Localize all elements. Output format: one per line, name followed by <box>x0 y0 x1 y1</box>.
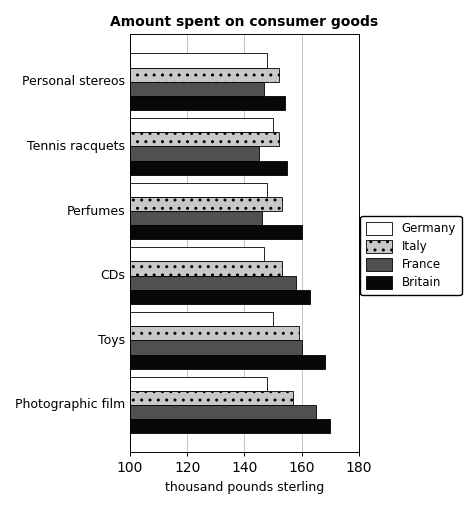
Bar <box>0 290 310 304</box>
Bar <box>0 82 264 96</box>
Bar <box>0 68 279 82</box>
Bar <box>0 326 299 341</box>
Bar <box>0 341 301 355</box>
X-axis label: thousand pounds sterling: thousand pounds sterling <box>165 481 324 494</box>
Bar <box>0 355 325 369</box>
Bar <box>0 225 301 240</box>
Bar <box>0 161 287 175</box>
Bar <box>0 118 273 132</box>
Bar <box>0 262 282 276</box>
Bar <box>0 247 264 262</box>
Bar <box>0 377 267 391</box>
Bar <box>0 197 282 211</box>
Bar <box>0 312 273 326</box>
Bar <box>0 419 330 433</box>
Bar <box>0 391 293 405</box>
Bar <box>0 183 267 197</box>
Bar <box>0 147 259 161</box>
Title: Amount spent on consumer goods: Amount spent on consumer goods <box>110 15 379 29</box>
Legend: Germany, Italy, France, Britain: Germany, Italy, France, Britain <box>360 216 462 295</box>
Bar <box>0 276 296 290</box>
Bar <box>0 53 267 68</box>
Bar <box>0 132 279 147</box>
Bar <box>0 405 316 419</box>
Bar <box>0 96 284 110</box>
Bar <box>0 211 262 225</box>
